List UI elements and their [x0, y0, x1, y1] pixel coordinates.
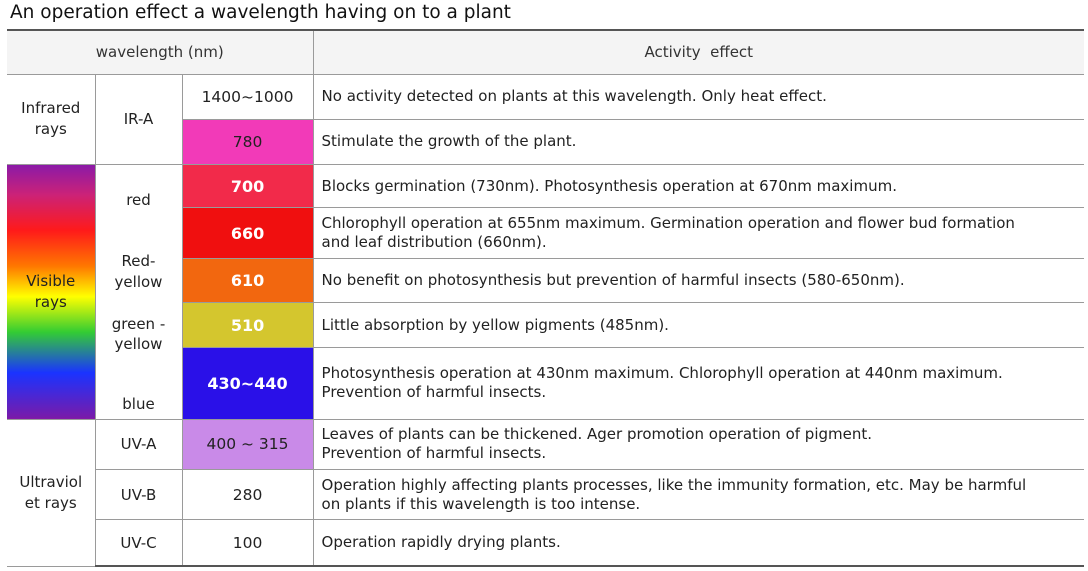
- label-green-yellow-line2: yellow: [114, 334, 163, 353]
- effect-line: Little absorption by yellow pigments (48…: [321, 315, 669, 334]
- effect-cell: Operation rapidly drying plants.: [312, 519, 1085, 568]
- label-red: red: [126, 190, 151, 209]
- table-row: 510 Little absorption by yellow pigments…: [7, 302, 1085, 348]
- subgroup-uv-b: UV-B: [95, 469, 183, 521]
- wavelength-cell-colored: 700: [181, 163, 314, 209]
- category-ultraviolet-line2: et rays: [24, 493, 77, 512]
- effect-line: Operation rapidly drying plants.: [321, 533, 561, 552]
- effect-cell: Operation highly affecting plants proces…: [312, 469, 1085, 521]
- effect-line: on plants if this wavelength is too inte…: [321, 494, 641, 513]
- effect-line: No benefit on photosynthesis but prevent…: [321, 271, 905, 290]
- table-header-row: wavelength (nm) Activity effect: [7, 28, 1085, 75]
- effect-line: Blocks germination (730nm). Photosynthes…: [321, 176, 897, 195]
- label-red-yellow-line1: Red-: [121, 251, 156, 270]
- effect-line: Prevention of harmful insects.: [321, 383, 547, 402]
- category-infrared-line1: Infrared: [21, 99, 81, 118]
- effect-cell: Stimulate the growth of the plant.: [312, 118, 1085, 165]
- wavelength-effect-table: wavelength (nm) Activity effect Infrared…: [7, 28, 1085, 568]
- header-activity-effect: Activity effect: [312, 28, 1085, 75]
- category-ultraviolet: Ultraviol et rays: [7, 418, 96, 567]
- table-row: 430~440 Photosynthesis operation at 430n…: [7, 346, 1085, 420]
- effect-line: Chlorophyll operation at 655nm maximum. …: [321, 214, 1015, 233]
- wavelength-cell-colored: 780: [182, 118, 314, 165]
- effect-cell: No benefit on photosynthesis but prevent…: [312, 258, 1085, 304]
- category-visible-line1: Visible: [26, 271, 76, 290]
- effect-cell: No activity detected on plants at this w…: [312, 73, 1085, 120]
- effect-cell: Leaves of plants can be thickened. Ager …: [312, 418, 1085, 471]
- label-blue: blue: [122, 394, 155, 413]
- effect-cell: Blocks germination (730nm). Photosynthes…: [312, 163, 1085, 209]
- page-title: An operation effect a wavelength having …: [10, 2, 511, 23]
- effect-line: and leaf distribution (660nm).: [321, 233, 547, 252]
- header-wavelength: wavelength (nm): [7, 28, 314, 75]
- table-row: Ultraviol et rays UV-A 400 ~ 315 Leaves …: [7, 418, 1085, 567]
- table-row: 780 Stimulate the growth of the plant.: [7, 118, 1085, 165]
- category-visible: Visible rays: [7, 163, 96, 420]
- category-ultraviolet-line1: Ultraviol: [19, 472, 83, 491]
- wavelength-cell-colored: 660: [182, 207, 314, 260]
- effect-cell: Little absorption by yellow pigments (48…: [312, 302, 1085, 348]
- table-row: UV-B 280 Operation highly affecting plan…: [7, 469, 1085, 521]
- effect-line: Prevention of harmful insects.: [321, 444, 547, 463]
- category-infrared: Infrared rays: [7, 73, 96, 165]
- table-row: Infrared rays IR-A 1400~1000 No activity…: [7, 73, 1085, 165]
- wavelength-cell: 280: [181, 469, 314, 521]
- effect-line: Operation highly affecting plants proces…: [321, 475, 1027, 494]
- effect-cell: Chlorophyll operation at 655nm maximum. …: [312, 207, 1085, 260]
- label-red-yellow-line2: yellow: [114, 272, 163, 291]
- effect-line: Photosynthesis operation at 430nm maximu…: [321, 364, 1003, 383]
- label-green-yellow-line1: green -: [111, 314, 166, 333]
- effect-line: Leaves of plants can be thickened. Ager …: [321, 425, 873, 444]
- wavelength-cell-colored: 510: [182, 302, 314, 348]
- wavelength-cell-colored: 610: [182, 258, 314, 304]
- table-row: Visible rays red Red- yellow green - yel…: [7, 163, 1085, 420]
- visible-color-labels: red Red- yellow green - yellow blue: [94, 163, 183, 420]
- subgroup-uv-c: UV-C: [95, 519, 183, 568]
- table-row: 660 Chlorophyll operation at 655nm maxim…: [7, 207, 1085, 260]
- effect-cell: Photosynthesis operation at 430nm maximu…: [312, 346, 1085, 420]
- subgroup-uv-a: UV-A: [94, 418, 183, 471]
- category-visible-line2: rays: [34, 292, 67, 311]
- wavelength-cell-colored: 400 ~ 315: [181, 418, 314, 471]
- wavelength-cell: 1400~1000: [181, 73, 314, 120]
- category-infrared-line2: rays: [34, 120, 67, 139]
- table-row: UV-C 100 Operation rapidly drying plants…: [7, 519, 1085, 568]
- wavelength-cell: 100: [181, 519, 314, 568]
- subgroup-ir-a: IR-A: [94, 73, 183, 165]
- wavelength-cell-colored: 430~440: [182, 346, 314, 420]
- table-row: 610 No benefit on photosynthesis but pre…: [7, 258, 1085, 304]
